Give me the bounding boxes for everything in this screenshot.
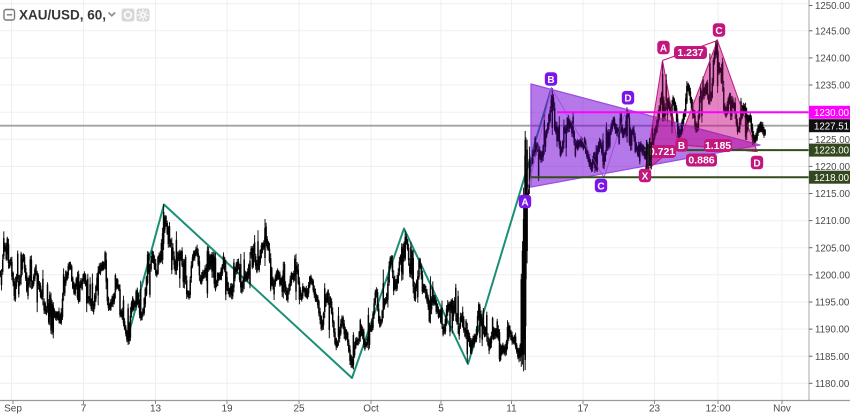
svg-text:1.237: 1.237 xyxy=(677,47,703,59)
svg-text:17: 17 xyxy=(577,404,589,415)
svg-text:D: D xyxy=(624,94,631,105)
svg-text:C: C xyxy=(715,26,722,37)
svg-text:1210.00: 1210.00 xyxy=(815,216,850,227)
svg-text:1227.51: 1227.51 xyxy=(814,121,849,132)
svg-text:1.185: 1.185 xyxy=(705,140,731,152)
svg-text:7: 7 xyxy=(81,404,87,415)
svg-text:1200.00: 1200.00 xyxy=(815,270,850,281)
svg-text:1220.00: 1220.00 xyxy=(815,162,850,173)
svg-text:Sep: Sep xyxy=(4,404,22,415)
svg-text:1215.00: 1215.00 xyxy=(815,189,850,200)
svg-text:1240.00: 1240.00 xyxy=(815,54,850,65)
svg-text:D: D xyxy=(753,158,760,169)
svg-text:1190.00: 1190.00 xyxy=(815,325,850,336)
svg-text:1223.00: 1223.00 xyxy=(814,146,850,157)
svg-text:1230.00: 1230.00 xyxy=(814,108,850,119)
svg-text:19: 19 xyxy=(221,404,233,415)
svg-text:23: 23 xyxy=(649,404,661,415)
svg-text:1250.00: 1250.00 xyxy=(815,1,850,12)
svg-text:1205.00: 1205.00 xyxy=(815,243,850,254)
svg-text:12:00: 12:00 xyxy=(705,404,730,415)
svg-text:B: B xyxy=(547,75,554,86)
svg-text:A: A xyxy=(521,197,528,208)
svg-text:0.721: 0.721 xyxy=(649,146,675,158)
svg-text:1218.00: 1218.00 xyxy=(814,173,850,184)
svg-text:Oct: Oct xyxy=(363,404,379,415)
svg-text:C: C xyxy=(597,181,604,192)
svg-text:13: 13 xyxy=(150,404,162,415)
svg-text:A: A xyxy=(660,43,667,54)
svg-text:B: B xyxy=(678,141,685,152)
svg-text:1195.00: 1195.00 xyxy=(815,298,850,309)
svg-text:1245.00: 1245.00 xyxy=(815,26,850,37)
svg-text:XAU/USD, 60,: XAU/USD, 60, xyxy=(19,8,106,23)
svg-text:25: 25 xyxy=(293,404,305,415)
svg-text:1235.00: 1235.00 xyxy=(815,81,850,92)
svg-text:1225.00: 1225.00 xyxy=(815,135,850,146)
svg-text:1180.00: 1180.00 xyxy=(815,379,850,390)
svg-text:Nov: Nov xyxy=(773,404,791,415)
svg-text:0.886: 0.886 xyxy=(688,155,714,167)
svg-text:X: X xyxy=(642,171,649,182)
svg-text:5: 5 xyxy=(438,404,444,415)
svg-text:11: 11 xyxy=(506,404,517,415)
svg-text:1185.00: 1185.00 xyxy=(815,352,850,363)
